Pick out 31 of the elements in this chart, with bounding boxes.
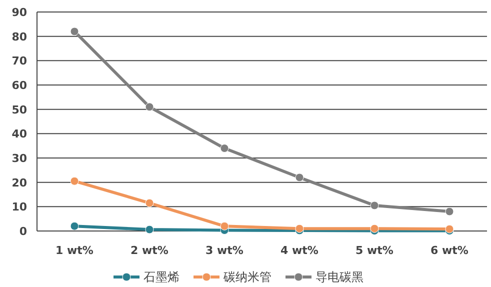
- x-tick-label: 5 wt%: [356, 244, 394, 257]
- x-tick-label: 2 wt%: [130, 244, 168, 257]
- point: [370, 201, 379, 210]
- point: [220, 144, 229, 153]
- y-tick-label: 0: [19, 225, 28, 238]
- point: [220, 222, 229, 230]
- x-tick-label: 1 wt%: [56, 244, 94, 257]
- point: [445, 207, 454, 216]
- y-tick-label: 60: [12, 79, 28, 92]
- legend-label: 导电碳黑: [316, 270, 364, 284]
- y-tick-label: 30: [12, 152, 28, 165]
- point: [145, 102, 154, 112]
- x-tick-label: 3 wt%: [206, 244, 244, 257]
- point: [70, 176, 79, 186]
- y-tick-label: 10: [12, 200, 28, 214]
- x-tick-label: 4 wt%: [280, 244, 318, 257]
- point: [70, 27, 79, 36]
- point: [70, 222, 79, 230]
- point: [295, 173, 304, 182]
- y-tick-label: 20: [12, 176, 28, 190]
- y-tick-label: 40: [12, 128, 28, 141]
- y-tick-label: 70: [12, 54, 28, 68]
- x-tick-label: 6 wt%: [430, 244, 468, 257]
- legend-label: 石墨烯: [144, 270, 180, 284]
- y-tick-label: 50: [12, 103, 28, 116]
- point: [145, 225, 154, 234]
- y-tick-label: 90: [12, 6, 28, 19]
- point: [370, 224, 379, 233]
- y-tick-label: 80: [12, 30, 28, 44]
- point: [145, 198, 154, 208]
- legend-label: 碳纳米管: [222, 270, 272, 284]
